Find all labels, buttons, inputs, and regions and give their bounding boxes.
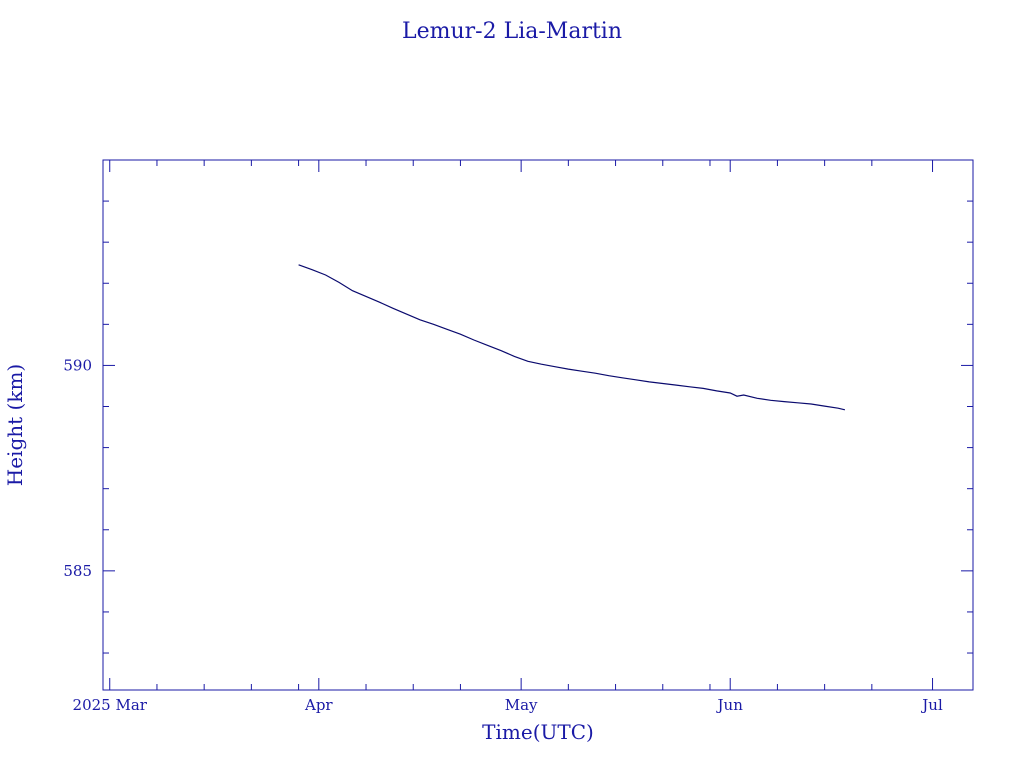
x-tick-label: Jun xyxy=(716,696,744,714)
plot-frame xyxy=(102,159,974,691)
y-axis-ticks xyxy=(103,159,973,654)
y-axis-tick-labels: 585 590 xyxy=(63,356,92,579)
y-tick-label: 585 xyxy=(63,562,92,580)
x-axis-label: Time(UTC) xyxy=(482,720,594,744)
y-tick-label: 590 xyxy=(63,356,92,374)
x-tick-label: 2025 Mar xyxy=(73,696,148,714)
chart-title: Lemur-2 Lia-Martin xyxy=(402,19,622,44)
y-axis-label: Height (km) xyxy=(3,364,27,486)
height-series-line xyxy=(298,264,846,411)
x-axis-tick-labels: 2025 Mar Apr May Jun Jul xyxy=(73,696,943,714)
series-group xyxy=(298,264,846,411)
x-tick-label: Jul xyxy=(920,696,943,714)
x-tick-label: May xyxy=(505,696,538,714)
x-tick-label: Apr xyxy=(304,696,333,714)
x-axis-ticks xyxy=(109,160,934,690)
